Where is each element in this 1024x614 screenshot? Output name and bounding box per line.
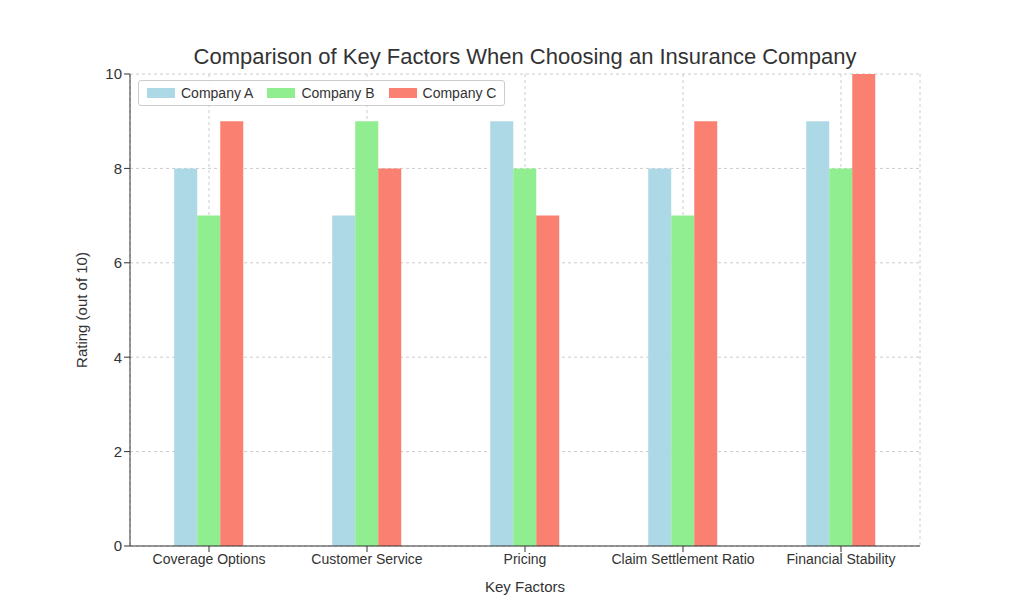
svg-text:Coverage Options: Coverage Options (153, 551, 266, 567)
svg-text:Rating (out of 10): Rating (out of 10) (73, 252, 90, 368)
svg-text:4: 4 (114, 349, 122, 366)
svg-text:0: 0 (114, 537, 122, 554)
svg-text:Pricing: Pricing (504, 551, 547, 567)
svg-text:8: 8 (114, 160, 122, 177)
html-text:Company C: Company C (422, 85, 497, 101)
html-text:Comparison of Key Factors When: Comparison of Key Factors When Choosing … (193, 44, 857, 69)
svg-text:Financial Stability: Financial Stability (787, 551, 896, 567)
html-text:Company A: Company A (181, 85, 254, 101)
svg-text:6: 6 (114, 254, 122, 271)
svg-text:Customer Service: Customer Service (311, 551, 422, 567)
svg-text:Key Factors: Key Factors (485, 578, 565, 595)
svg-text:2: 2 (114, 443, 122, 460)
svg-text:Claim Settlement Ratio: Claim Settlement Ratio (611, 551, 754, 567)
html-text:Company B: Company B (301, 85, 375, 101)
svg-text:10: 10 (105, 65, 122, 82)
